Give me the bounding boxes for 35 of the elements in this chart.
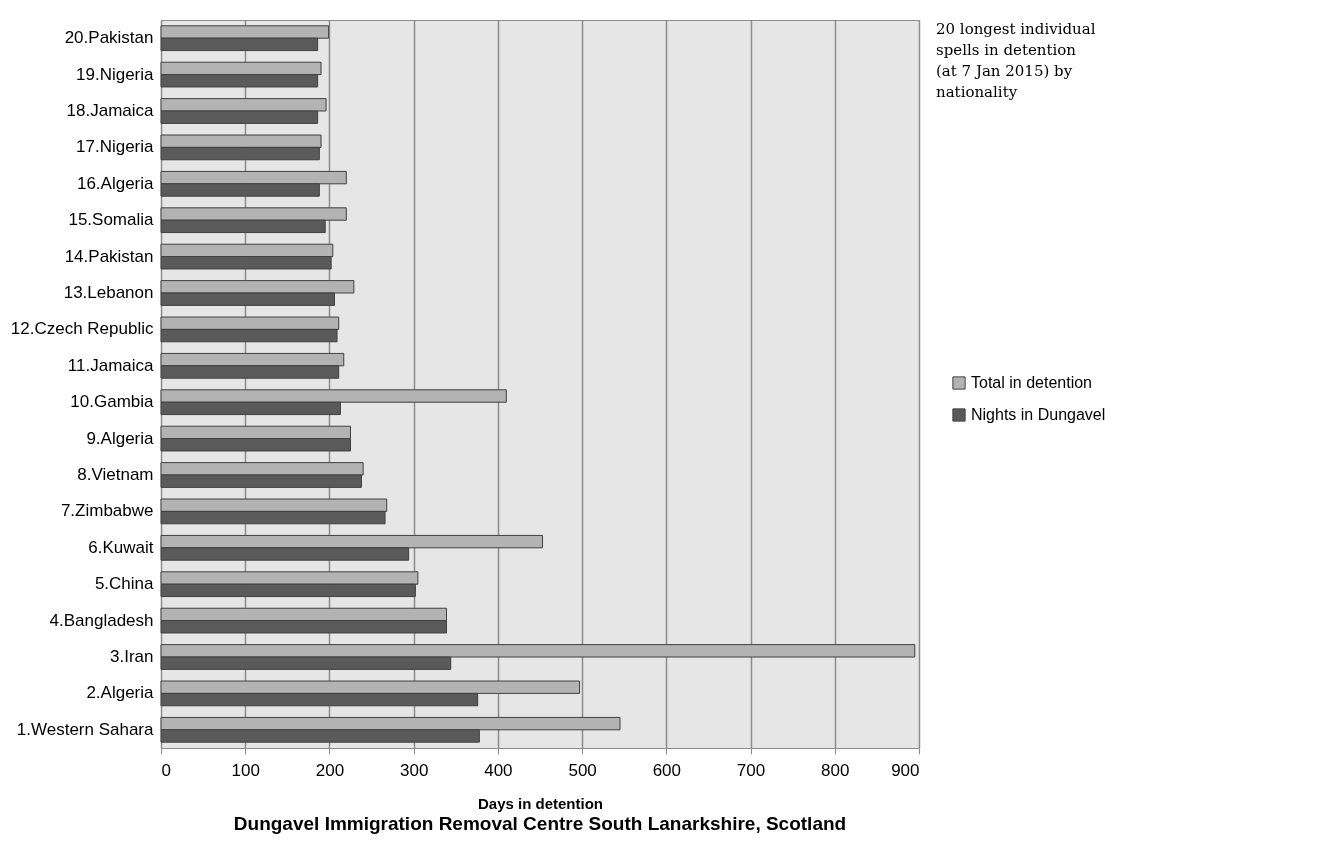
y-tick-label: 13.Lebanon: [63, 283, 154, 302]
y-tick-label: 12.Czech Republic: [10, 319, 154, 339]
y-tick-label: 9.Algeria: [86, 428, 155, 448]
y-tick-label: 5.China: [94, 574, 155, 594]
x-axis-title: Days in detention: [477, 794, 604, 812]
y-tick-label: 3.Iran: [110, 647, 154, 666]
y-tick-label: 1.Western Sahara: [16, 719, 155, 739]
y-tick-label: 20.Pakistan: [64, 28, 154, 48]
y-tick-label: 16.Algeria: [76, 173, 155, 193]
y-tick-label: 15.Somalia: [68, 210, 155, 230]
y-tick-label: 10.Gambia: [70, 392, 155, 412]
x-tick-label: 200: [315, 760, 345, 780]
x-tick-label: 800: [821, 760, 850, 780]
legend-label: Nights in Dungavel: [971, 406, 1106, 423]
y-tick-label: 17.Nigeria: [76, 137, 155, 157]
legend-label: Total in detention: [971, 374, 1092, 391]
y-tick-label: 6.Kuwait: [88, 537, 154, 557]
y-tick-label: 11.Jamaica: [67, 355, 155, 375]
x-tick-label: 400: [484, 760, 513, 780]
y-tick-label: 14.Pakistan: [64, 246, 154, 266]
y-tick-label: 7.Zimbabwe: [60, 501, 154, 521]
text: Dungavel Immigration Removal Centre South Lanarkshire, Scotland: [233, 813, 847, 834]
text: 20 longest individual spells in detention (at 7 Jan 2015) by nationality: [936, 20, 1096, 101]
y-tick-label: 2.Algeria: [86, 683, 155, 703]
x-tick-label: 100: [231, 760, 260, 780]
y-tick-label: 4.Bangladesh: [49, 610, 154, 630]
x-tick-label: 600: [652, 760, 682, 780]
x-tick-label: 900: [891, 760, 920, 780]
x-tick-label: 0: [161, 760, 171, 780]
x-tick-label: 500: [568, 760, 597, 780]
x-tick-label: 300: [399, 760, 429, 780]
y-tick-label: 19.Nigeria: [76, 64, 155, 84]
y-tick-label: 18.Jamaica: [66, 101, 155, 120]
y-tick-label: 8.Vietnam: [77, 465, 154, 484]
x-tick-label: 700: [736, 760, 766, 780]
